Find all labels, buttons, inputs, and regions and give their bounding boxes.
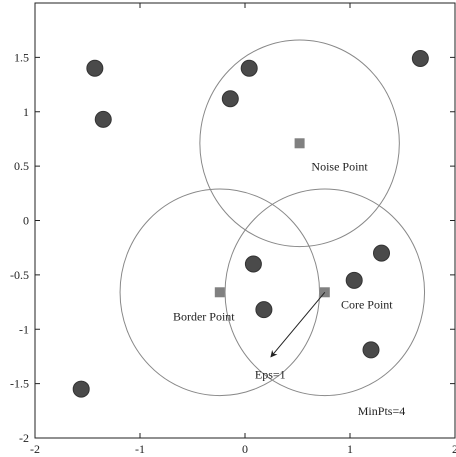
y-tick-label: 1.5 [14, 50, 29, 64]
y-tick-label: -1 [19, 322, 29, 336]
x-tick-label: -2 [30, 442, 40, 456]
eps-circles [119, 39, 426, 397]
border-eps-circle [119, 188, 321, 397]
y-tick-label: 1 [23, 105, 29, 119]
data-point [345, 271, 363, 289]
data-point [240, 59, 258, 77]
x-axis-ticks: -2 -1 0 1 2 [30, 3, 456, 456]
y-tick-label: -0.5 [10, 268, 29, 282]
y-tick-label: 0.5 [14, 159, 29, 173]
noise-point-label: Noise Point [311, 159, 368, 173]
border-point-label: Border Point [173, 309, 235, 323]
eps-arrow [270, 291, 326, 358]
data-point [255, 301, 273, 319]
data-point [221, 90, 239, 108]
x-tick-label: 0 [242, 442, 248, 456]
y-tick-label: 0 [23, 214, 29, 228]
data-point [362, 341, 380, 359]
border-point-marker [214, 287, 225, 298]
core-point-label: Core Point [341, 297, 393, 311]
noise-point-marker [294, 138, 305, 149]
minpts-label: MinPts=4 [358, 404, 405, 418]
eps-label: Eps=1 [255, 367, 286, 381]
data-point [86, 59, 104, 77]
y-axis-ticks: -2 -1.5 -1 -0.5 0 0.5 1 1.5 [10, 50, 455, 445]
data-point [411, 49, 429, 67]
core-eps-circle [224, 188, 426, 397]
data-points [72, 49, 429, 398]
y-tick-label: -2 [19, 431, 29, 445]
y-tick-label: -1.5 [10, 377, 29, 391]
data-point [72, 380, 90, 398]
data-point [373, 244, 390, 262]
data-point [244, 255, 262, 273]
x-tick-label: -1 [135, 442, 145, 456]
data-point [94, 110, 112, 128]
noise-eps-circle [199, 39, 400, 248]
x-tick-label: 1 [347, 442, 353, 456]
x-tick-label: 2 [452, 442, 456, 456]
